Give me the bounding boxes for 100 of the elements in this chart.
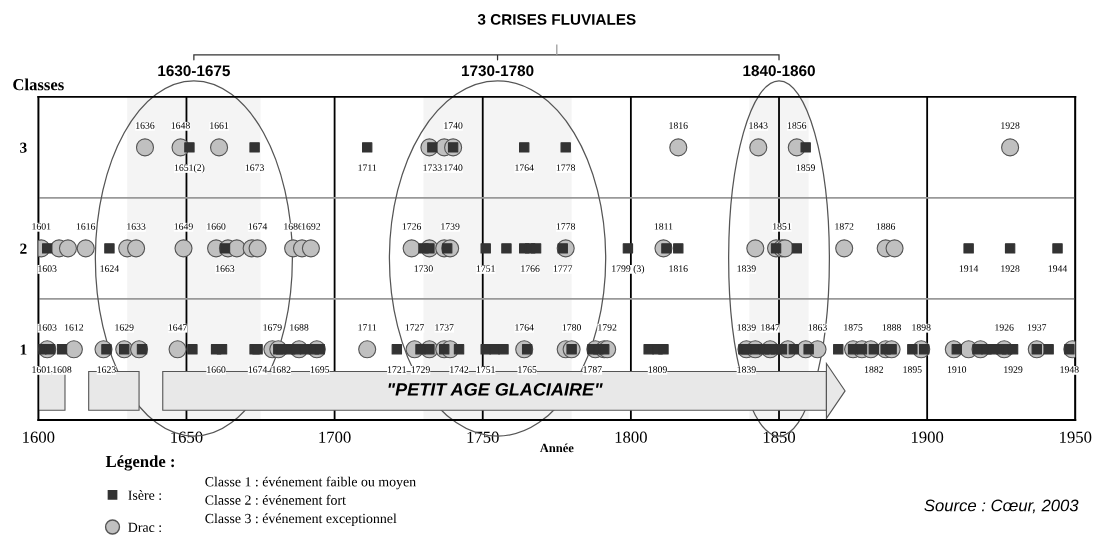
annotation: 1792: [598, 324, 617, 331]
annotation: 1727: [405, 324, 425, 331]
annotation: 1648: [171, 122, 190, 129]
annotation: 1633: [127, 223, 146, 230]
y-tick-label: 3: [20, 142, 27, 153]
legend-label: Drac :: [128, 522, 161, 533]
annotation: 1601: [32, 223, 51, 230]
text: Classe 3 : événement exceptionnel: [205, 513, 397, 526]
annotation: 1839: [737, 265, 756, 272]
annotation: 1649: [174, 223, 193, 230]
annotation: 1888: [882, 324, 901, 331]
band-label: 1730-1780: [461, 65, 534, 77]
y-tick-label: 1: [20, 344, 27, 355]
annotation: 1928: [1001, 122, 1020, 129]
annotation: 1929: [1004, 366, 1023, 373]
annotation: 1895: [903, 366, 922, 373]
x-tick-label: 1750: [467, 431, 499, 443]
x-tick-label: 1850: [763, 431, 796, 443]
annotation: 1780: [562, 324, 581, 331]
band-label: 1840-1860: [743, 65, 815, 77]
x-tick-label: 1650: [171, 431, 203, 443]
annotation: 1647: [168, 324, 188, 331]
annotation: 1839: [737, 324, 756, 331]
annotation: 1751: [476, 366, 495, 373]
annotation: 1674: [248, 223, 268, 230]
annotation: 1603: [38, 324, 57, 331]
annotation: 1729: [411, 366, 430, 373]
annotation: 1612: [65, 324, 84, 331]
annotation: 1766: [521, 265, 540, 272]
annotation: 1730: [414, 265, 433, 272]
annotation: 1799 (3): [612, 265, 645, 274]
annotation: 1886: [876, 223, 896, 230]
annotation: 1663: [216, 265, 235, 272]
annotation: 1914: [959, 265, 979, 272]
annotation: 1737: [435, 324, 454, 331]
annotation: 1673: [245, 164, 264, 171]
annotation: 1601: [32, 366, 51, 373]
text: Classe 1 : événement faible ou moyen: [205, 476, 416, 490]
annotation: 1721: [387, 366, 406, 373]
annotation: 1764: [515, 324, 534, 331]
annotation: 1910: [947, 366, 967, 373]
legend-label: Isère :: [128, 490, 161, 500]
annotation: 1809: [648, 366, 667, 373]
annotation: 1742: [450, 366, 469, 373]
annotation: 1660: [207, 223, 226, 230]
legend-title: Légende :: [105, 455, 174, 471]
annotation: 1765: [518, 366, 537, 373]
source-note: Source : Cœur, 2003: [924, 499, 1079, 514]
annotation: 1740: [444, 164, 463, 171]
annotation: 1636: [136, 122, 155, 129]
annotation: 1624: [100, 265, 119, 272]
annotation: 1898: [912, 324, 931, 331]
annotation: 1856: [787, 122, 807, 129]
annotation: 1688: [290, 324, 309, 331]
text: Classe 2 : événement fort: [205, 494, 346, 505]
x-tick-label: 1700: [319, 431, 351, 443]
annotation: 1872: [835, 223, 854, 230]
annotation: 1777: [553, 265, 573, 272]
annotation: 1937: [1027, 324, 1047, 331]
x-tick-label: 1950: [1060, 431, 1092, 443]
annotation: 1875: [844, 324, 863, 331]
annotation: 1843: [749, 122, 768, 129]
annotation: 1944: [1048, 265, 1068, 272]
annotation: 1863: [808, 324, 827, 331]
x-tick-label: 1800: [615, 431, 647, 443]
annotation: 1661: [210, 122, 229, 129]
annotation: 1686: [284, 223, 303, 230]
annotation: 1726: [402, 223, 422, 230]
annotation: 1682: [272, 366, 291, 373]
x-tick-label: 1900: [911, 431, 944, 443]
annotation: 1616: [76, 223, 96, 230]
annotation: 1692: [302, 223, 321, 230]
annotation: 1778: [556, 223, 576, 230]
annotation: 1851: [773, 223, 792, 230]
annotation: 1711: [358, 324, 377, 331]
annotation: 1751: [476, 265, 495, 272]
annotation: 1674: [248, 366, 268, 373]
annotation: 1629: [115, 324, 134, 331]
annotation: 1679: [263, 324, 282, 331]
annotation: 1623: [97, 366, 116, 373]
annotation: 1926: [995, 324, 1014, 331]
annotation: 1787: [583, 366, 602, 373]
y-axis-title: Classes: [13, 78, 64, 91]
annotation: 1948: [1060, 366, 1079, 373]
y-tick-label: 2: [20, 243, 27, 254]
annotation: 1928: [1001, 265, 1020, 272]
annotation: 1764: [515, 164, 534, 171]
annotation: 1811: [654, 223, 673, 230]
annotation: 1816: [669, 122, 688, 129]
annotation: 1859: [796, 164, 815, 171]
annotation: 1739: [441, 223, 460, 230]
annotation: 1778: [556, 164, 576, 171]
annotation: 1740: [444, 122, 463, 129]
annotation: 1695: [310, 366, 330, 373]
annotation: 1816: [669, 265, 688, 272]
annotation: 1608: [53, 366, 72, 373]
annotation: 1882: [864, 366, 884, 373]
annotation: 1603: [38, 265, 57, 272]
band-label: "PETIT AGE GLACIAIRE": [388, 382, 603, 396]
annotation: 1711: [358, 164, 377, 171]
